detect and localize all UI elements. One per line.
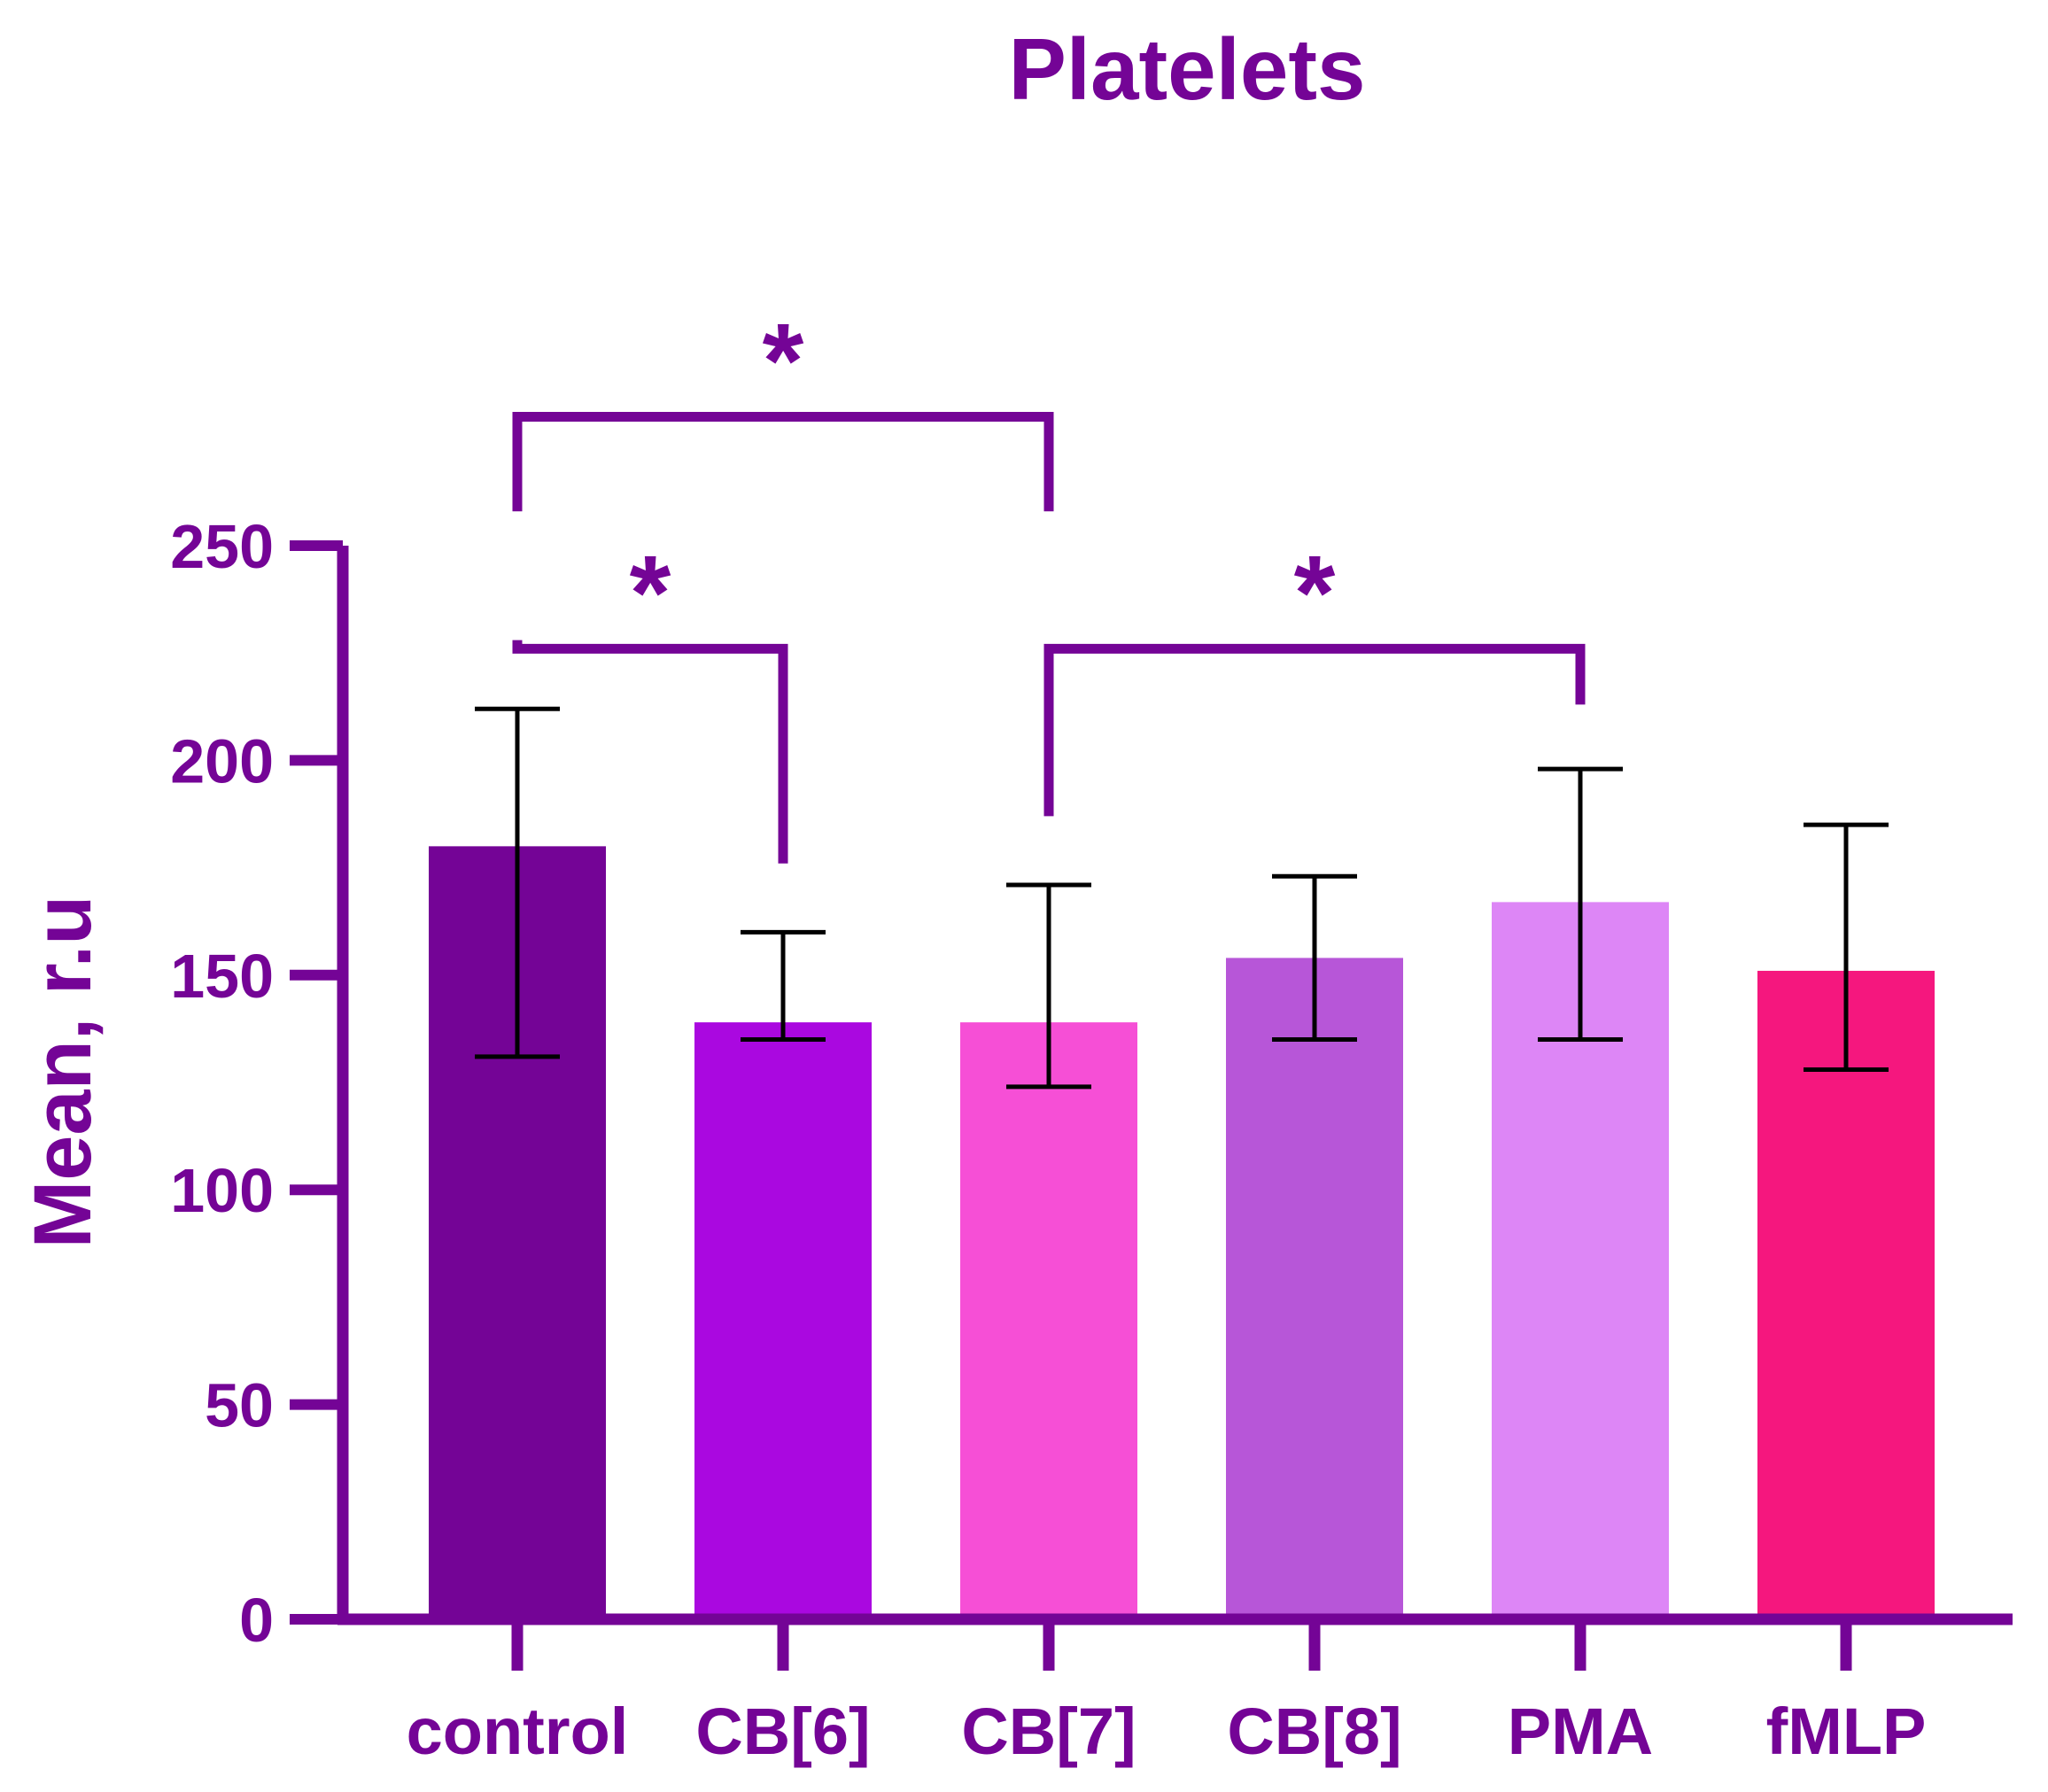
y-tick-label-200: 200 (170, 726, 274, 795)
bar-cb6 (694, 1022, 872, 1619)
significance-bracket-2 (512, 640, 788, 864)
y-tick-label-100: 100 (170, 1156, 274, 1225)
significance-star-1: * (763, 302, 804, 421)
y-tick-label-150: 150 (170, 942, 274, 1011)
bars-group (429, 846, 1935, 1619)
x-tick-label-cb8: CB[8] (1227, 1695, 1401, 1768)
x-ticks-group: control CB[6] CB[7] CB[8] PMA fMLP (407, 1619, 1927, 1768)
y-tick-label-0: 0 (239, 1586, 274, 1655)
error-bars-group (475, 706, 1889, 1090)
significance-star-3: * (1294, 533, 1336, 652)
y-ticks-group: 0 50 100 150 200 250 (170, 512, 343, 1655)
x-tick-label-cb7: CB[7] (961, 1695, 1136, 1768)
x-tick-label-control: control (407, 1695, 629, 1768)
y-axis-title: Mean, r.u (18, 896, 108, 1249)
significance-bracket-3 (1043, 643, 1586, 817)
chart-title: Platelets (1008, 20, 1365, 118)
bar-cb7 (960, 1022, 1137, 1619)
y-tick-label-250: 250 (170, 512, 274, 581)
y-tick-label-50: 50 (205, 1371, 274, 1440)
axes-group (337, 546, 2013, 1625)
bar-fmlp (1757, 970, 1935, 1619)
x-tick-label-cb6: CB[6] (695, 1695, 870, 1768)
significance-star-2: * (630, 533, 671, 652)
x-tick-label-fmlp: fMLP (1766, 1695, 1927, 1768)
significance-bracket-1 (512, 412, 1054, 512)
x-tick-label-pma: PMA (1508, 1695, 1653, 1768)
bar-cb8 (1226, 958, 1403, 1619)
significance-group: * * * (512, 302, 1586, 864)
